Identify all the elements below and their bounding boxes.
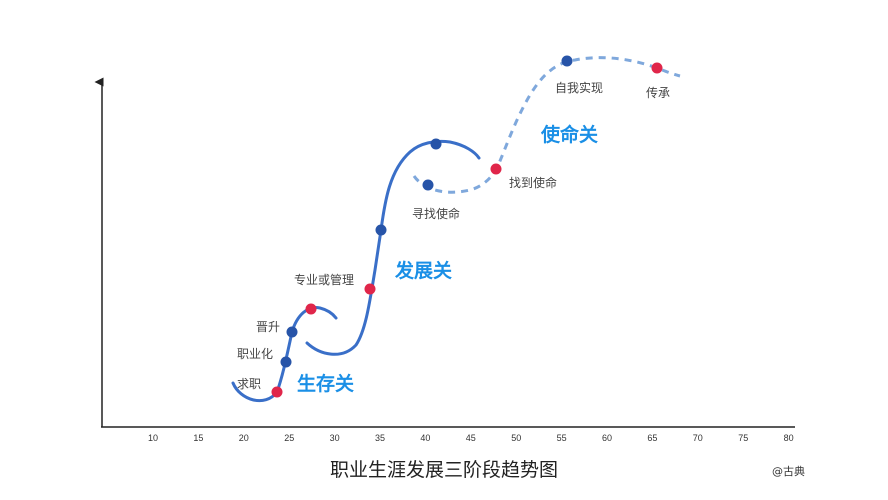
x-tick-label: 30 <box>330 433 340 443</box>
dot-legacy <box>651 62 663 74</box>
label-self-actualization: 自我实现 <box>555 80 603 95</box>
x-tick-label: 75 <box>738 433 748 443</box>
x-tick-label: 15 <box>193 433 203 443</box>
label-legacy: 传承 <box>646 85 670 100</box>
dot-self-actualization <box>561 55 573 67</box>
dot-development-mid <box>375 224 387 236</box>
label-seek-mission: 寻找使命 <box>412 206 460 221</box>
x-tick-label: 10 <box>148 433 158 443</box>
x-tick-label: 70 <box>693 433 703 443</box>
dot-seek-mission <box>422 179 434 191</box>
stage-survival: 生存关 <box>297 372 354 395</box>
label-promotion: 晋升 <box>256 320 280 334</box>
stage-mission: 使命关 <box>540 123 598 146</box>
credit: @古典 <box>772 464 805 478</box>
dot-survival-peak <box>305 303 317 315</box>
x-tick-label: 80 <box>784 433 794 443</box>
x-tick-label: 60 <box>602 433 612 443</box>
development-curve <box>305 139 481 356</box>
label-professionalize: 职业化 <box>237 347 273 361</box>
label-job-search: 求职 <box>237 377 261 391</box>
dot-promotion <box>286 326 298 338</box>
x-tick-label: 40 <box>420 433 430 443</box>
x-tick-label: 45 <box>466 433 476 443</box>
dot-specialist <box>364 283 376 295</box>
dot-find-mission <box>490 163 502 175</box>
dot-professionalize <box>280 356 292 368</box>
label-specialist: 专业或管理 <box>294 272 354 287</box>
x-tick-label: 50 <box>511 433 521 443</box>
x-tick-label: 65 <box>647 433 657 443</box>
x-tick-label: 20 <box>239 433 249 443</box>
x-tick-label: 55 <box>557 433 567 443</box>
x-tick-label: 35 <box>375 433 385 443</box>
diagram-title: 职业生涯发展三阶段趋势图 <box>330 459 558 481</box>
x-tick-label: 25 <box>284 433 294 443</box>
dot-development-peak <box>430 138 442 150</box>
stage-development: 发展关 <box>394 259 452 282</box>
dot-job-search <box>271 386 283 398</box>
label-find-mission: 找到使命 <box>509 175 557 190</box>
milestone-dots <box>271 55 663 398</box>
